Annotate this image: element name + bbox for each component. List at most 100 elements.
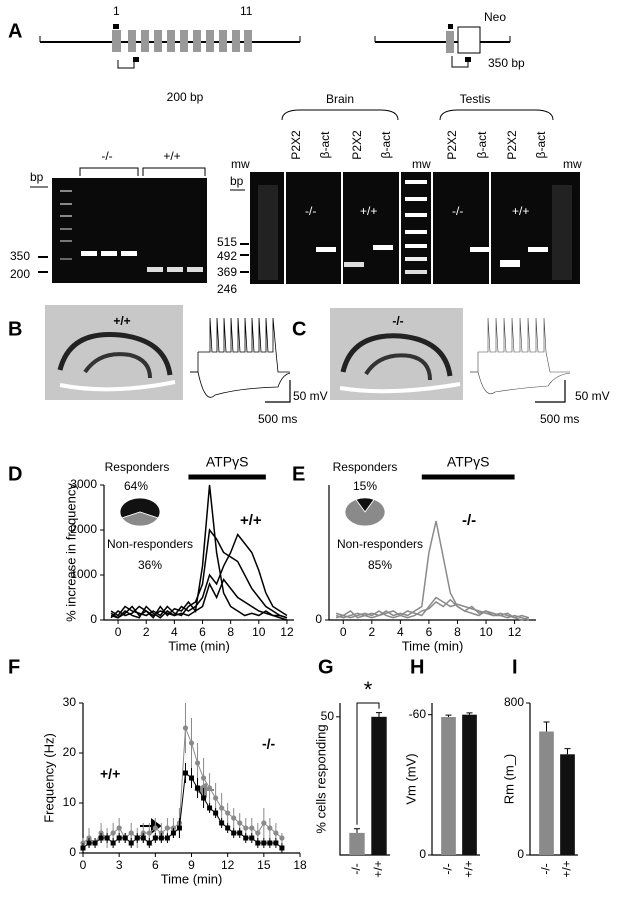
pie-value-label: 15% (353, 479, 377, 493)
y-axis-title: Vm (mV) (403, 753, 418, 804)
y-tick-label: 30 (63, 695, 77, 709)
x-tick-label: 12 (221, 858, 235, 872)
x-tick-label: 4 (397, 625, 404, 639)
x-axis-title: Time (min) (402, 638, 464, 653)
y-tick-label: 10 (63, 795, 77, 809)
bracket (281, 109, 554, 121)
voltage-trace (470, 317, 571, 395)
y-tick-label: 0 (90, 612, 97, 626)
bracket (79, 167, 206, 176)
x-tick-label: 8 (227, 625, 234, 639)
x-tick-label: +/+ (560, 860, 574, 877)
y-tick-label: 2000 (70, 522, 97, 536)
lane-label: P2X2 (289, 130, 303, 160)
scale-label: 50 mV (293, 389, 328, 403)
y-tick-label: 0 (419, 847, 426, 861)
marker (182, 725, 189, 731)
panel-letter: C (292, 318, 306, 340)
series-line (110, 528, 288, 619)
x-tick-label: 3 (116, 858, 123, 872)
genotype-label: -/- (392, 314, 403, 328)
x-axis-title: Time (min) (161, 871, 223, 886)
pie-value-label: 85% (368, 558, 392, 572)
x-tick-label: 6 (152, 858, 159, 872)
marker (176, 825, 182, 831)
genotype-label: +/+ (163, 149, 180, 163)
pie-value-label: 64% (124, 479, 148, 493)
slice-image (330, 308, 463, 400)
x-tick-label: 0 (340, 625, 347, 639)
bar (371, 716, 387, 855)
y-axis-title: % cells responding (313, 724, 328, 833)
marker (243, 835, 249, 841)
x-tick-label: 4 (171, 625, 178, 639)
marker (152, 825, 158, 831)
x-tick-label: 10 (252, 625, 266, 639)
marker (237, 830, 243, 836)
panel-letter: F (8, 656, 20, 678)
marker (134, 835, 140, 841)
bar (441, 717, 456, 855)
bar (539, 731, 554, 855)
x-tick-label: 2 (368, 625, 375, 639)
size-label: 492 (217, 249, 237, 263)
marker (86, 840, 92, 846)
marker (231, 815, 237, 821)
x-tick-label: 2 (143, 625, 150, 639)
exon-label: 1 (113, 4, 120, 18)
y-tick-label: 0 (517, 847, 524, 861)
marker (213, 810, 219, 816)
pie-label: Non-responders (337, 537, 423, 551)
x-tick-label: 10 (479, 625, 493, 639)
lane-label: P2X2 (350, 130, 364, 160)
marker (231, 830, 237, 836)
event-label: ATPγS (206, 454, 249, 470)
panel-letter: I (512, 656, 518, 678)
gel-unit: bp (230, 174, 244, 188)
marker (92, 840, 98, 846)
marker (164, 835, 170, 841)
x-tick-label: +/+ (462, 860, 476, 877)
genotype-label: -/- (305, 204, 316, 218)
marker (249, 835, 255, 841)
series-line (110, 533, 288, 619)
event-label: ATPγS (447, 454, 490, 470)
marker (158, 835, 164, 841)
lane-label: P2X2 (505, 130, 519, 160)
genotype-label: -/- (452, 204, 463, 218)
marker (267, 825, 273, 831)
x-tick-label: 18 (293, 858, 307, 872)
gel-image (240, 172, 580, 284)
marker (194, 760, 201, 766)
x-tick-label: 0 (115, 625, 122, 639)
marker (255, 840, 261, 846)
construct-map (374, 24, 511, 68)
ladder-label: mw (231, 157, 250, 171)
y-tick-label: -60 (409, 707, 427, 721)
marker (219, 805, 225, 811)
series-line (335, 596, 530, 621)
gel-unit: bp (30, 170, 44, 184)
panel-letter: E (292, 463, 305, 485)
genotype-label: +/+ (512, 204, 529, 218)
tissue-label: Testis (460, 92, 491, 106)
error-bar (354, 828, 360, 833)
marker (146, 840, 152, 846)
error-bar (564, 748, 571, 755)
size-label: 515 (217, 235, 237, 249)
marker (189, 775, 194, 781)
tissue-label: Brain (326, 92, 354, 106)
x-tick-label: 6 (426, 625, 433, 639)
marker (110, 840, 116, 846)
marker (255, 830, 261, 836)
marker (140, 835, 146, 841)
error-bar (376, 712, 382, 717)
x-tick-label: -/- (539, 863, 553, 874)
marker (206, 785, 213, 791)
marker (200, 775, 207, 781)
y-tick-label: 0 (69, 845, 76, 859)
pie-label: Responders (105, 460, 170, 474)
scale-label: 50 mV (575, 389, 610, 403)
genotype-label: -/- (101, 149, 112, 163)
marker (170, 830, 176, 836)
